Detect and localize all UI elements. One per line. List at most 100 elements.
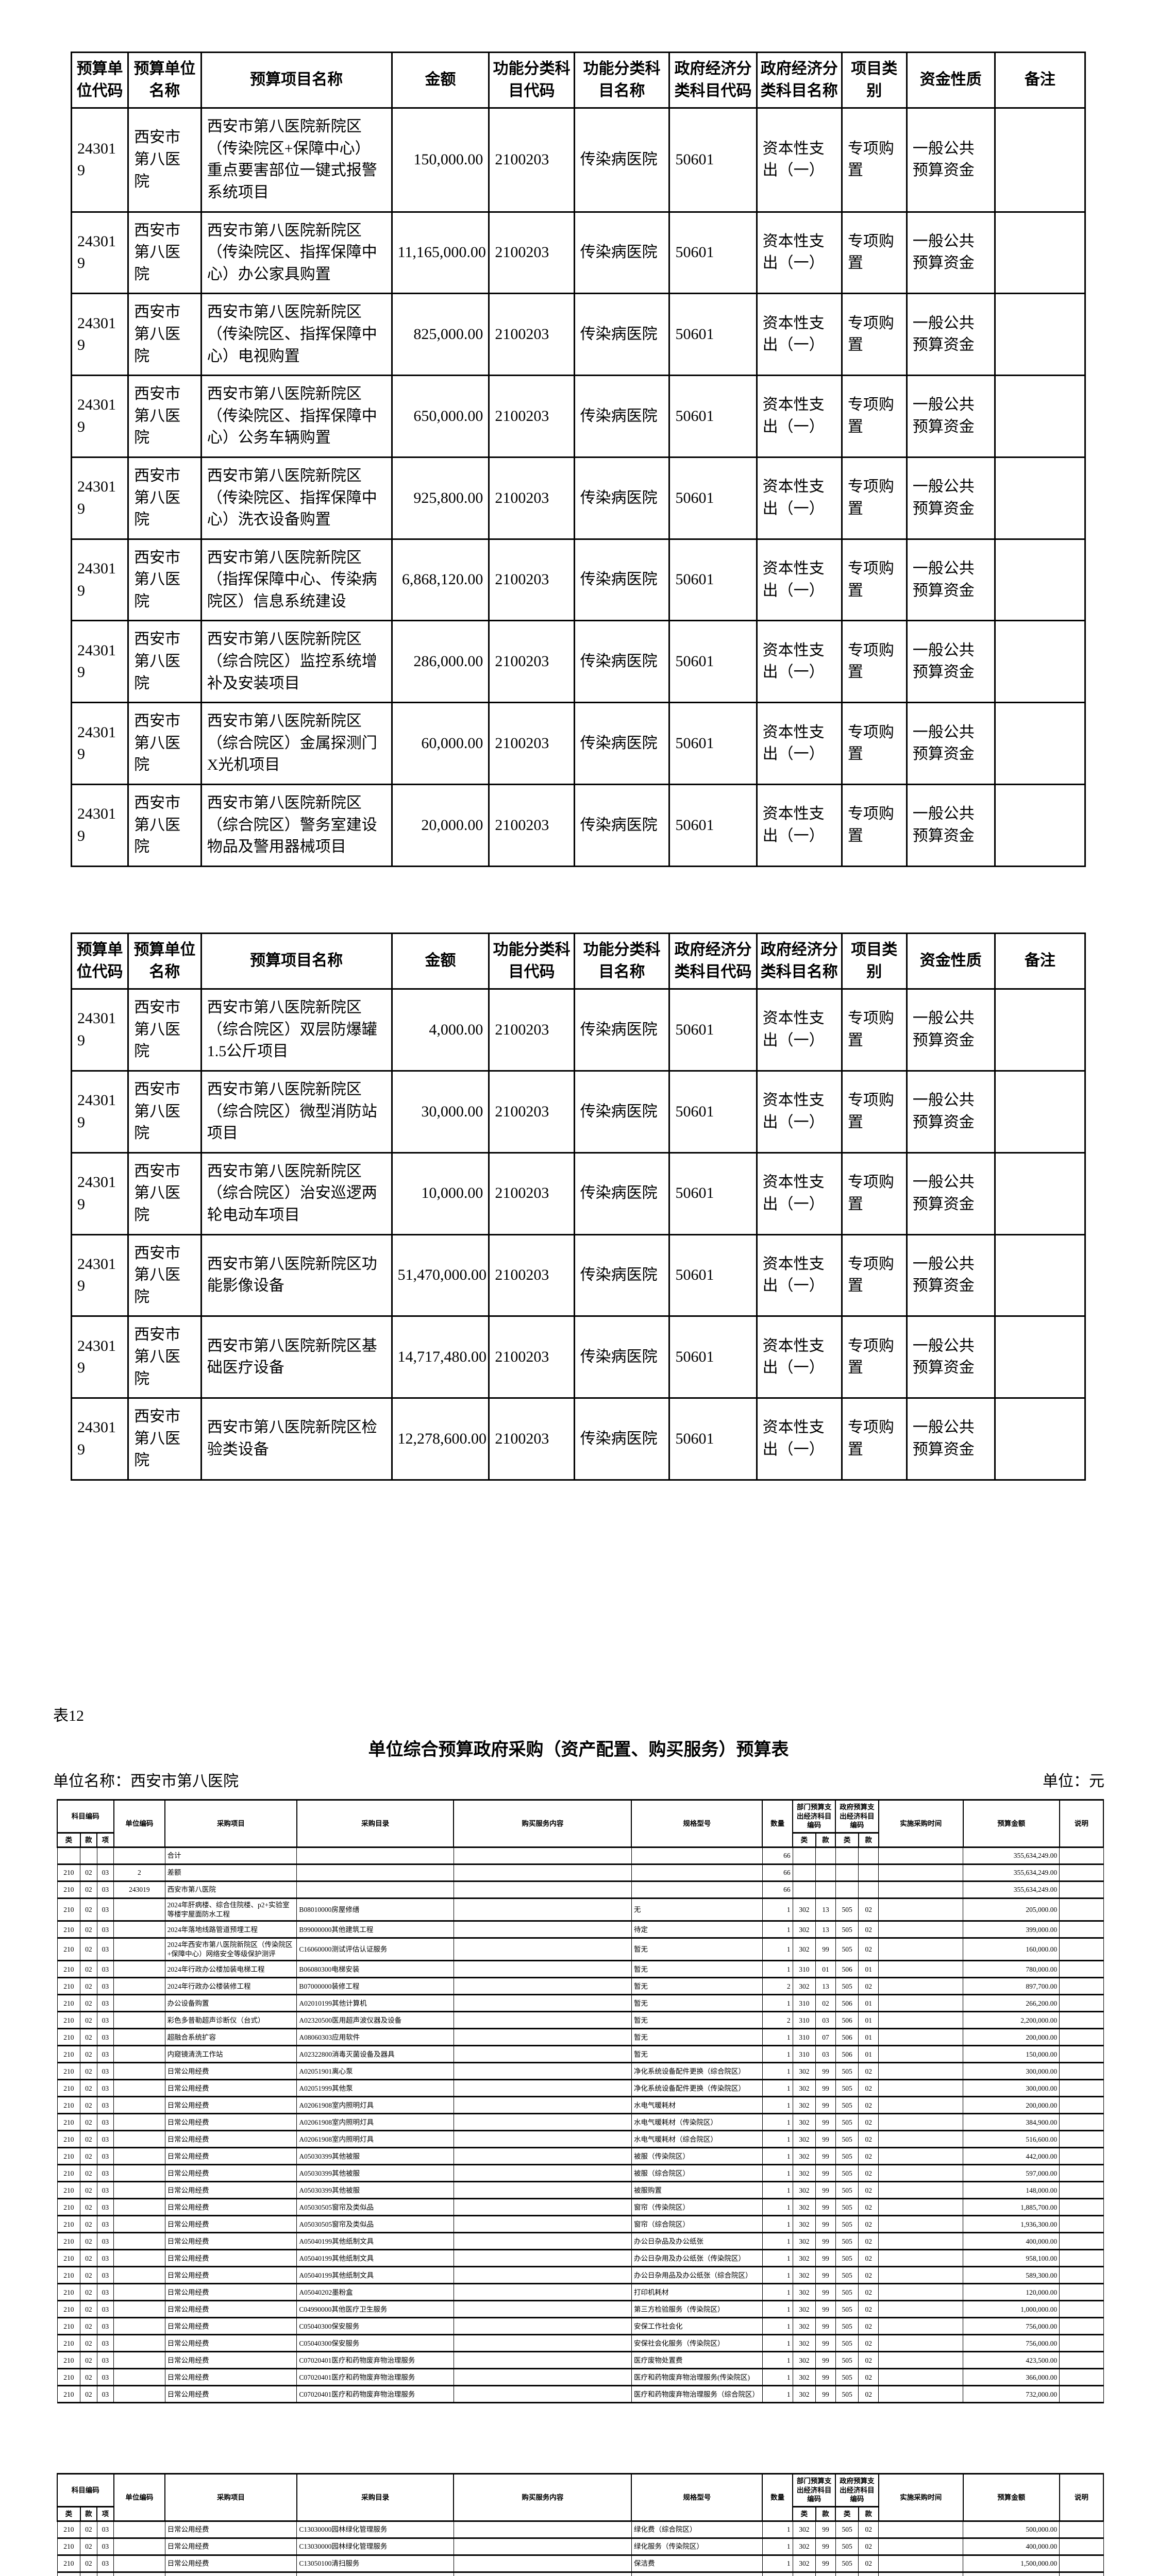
cell: 专项购置 <box>841 988 908 1072</box>
cell <box>878 2334 964 2353</box>
cell: 99 <box>815 2164 836 2183</box>
cell: 302 <box>792 2079 816 2098</box>
table-row: 合计 66 355,634,249.00 <box>57 1846 1104 1866</box>
cell: 210 <box>57 2079 81 2098</box>
cell <box>1059 2537 1104 2556</box>
table-row: 210 02 03 日常公用经费 A05030505窗帘及类似品 窗帘（传染院区） 1 302… <box>57 2198 1104 2217</box>
cell: C13030000园林绿化管理服务 <box>296 2537 454 2556</box>
cell: 50601 <box>668 1315 758 1399</box>
cell: 02 <box>858 2130 879 2149</box>
cell: 暂无 <box>631 1977 763 1996</box>
cell: 保洁费 <box>631 2554 763 2573</box>
cell <box>1059 2351 1104 2370</box>
col-header: 项 <box>96 2505 114 2522</box>
cell <box>878 2096 964 2115</box>
cell <box>1059 2571 1104 2576</box>
cell <box>1059 2317 1104 2336</box>
cell <box>878 1977 964 1996</box>
cell: 02 <box>80 1880 97 1900</box>
cell <box>878 2249 964 2268</box>
cell <box>453 2147 632 2166</box>
cell: 99 <box>815 2215 836 2234</box>
cell <box>113 2215 165 2234</box>
cell: 02 <box>858 2571 879 2576</box>
cell <box>994 784 1086 867</box>
table-header-row: 预算单位代码 预算单位名称 预算项目名称 金额 功能分类科目代码 功能分类科目名… <box>70 51 1086 109</box>
cell: 日常公用经费 <box>164 2554 297 2573</box>
cell <box>113 1994 165 2013</box>
cell: 一般公共预算资金 <box>906 107 996 213</box>
cell: 210 <box>57 1977 81 1996</box>
table-subheader-row: 类 款 项 类 款 类 款 <box>57 2505 1103 2522</box>
cell: 窗帘（传染院区） <box>631 2198 763 2217</box>
col-header: 数量 <box>762 1799 794 1849</box>
cell: 210 <box>57 2232 81 2251</box>
cell <box>1059 1846 1104 1866</box>
cell <box>994 1070 1086 1154</box>
cell: 暂无 <box>631 2028 763 2047</box>
table-row: 210 02 03 日常公用经费 C05040300保安服务 安保工作社会化 1 302 99 5… <box>57 2317 1104 2336</box>
cell: 西安市第八医院新院区（传染院区、指挥保障中心）公务车辆购置 <box>200 375 393 458</box>
cell: 02 <box>858 2198 879 2217</box>
cell: 500,000.00 <box>963 2520 1060 2539</box>
cell <box>453 2334 632 2353</box>
cell: 安保社会化服务（传染院区） <box>631 2334 763 2353</box>
cell: 302 <box>792 2554 816 2573</box>
cell: 日常公用经费 <box>164 2215 297 2234</box>
col-header: 款 <box>79 2505 98 2522</box>
col-header: 金额 <box>391 51 490 109</box>
table-row: 210 02 03 2024年肝病楼、综合住院楼、p2+实验室等楼宇屋面防水工程 B08… <box>57 1897 1104 1922</box>
cell: 210 <box>57 2334 81 2353</box>
cell: 2100203 <box>488 784 575 867</box>
cell: 资本性支出（一） <box>756 784 843 867</box>
cell: 99 <box>815 2520 836 2539</box>
cell <box>835 1880 859 1900</box>
unit-currency-label: 单位：元 <box>1043 1773 1104 1790</box>
table-row: 243019 西安市第八医院 西安市第八医院新院区（综合院区）金属探测门X光机项目 6… <box>70 702 1086 786</box>
cell <box>792 1846 816 1866</box>
cell <box>878 2181 964 2200</box>
cell: 02 <box>80 2096 97 2115</box>
cell: 120,000.00 <box>963 2283 1060 2302</box>
cell: 99 <box>815 2537 836 2556</box>
cell: 待定 <box>631 1920 763 1939</box>
cell <box>453 2537 632 2556</box>
cell: 12,278,600.00 <box>391 1397 490 1481</box>
cell: 02 <box>80 2520 97 2539</box>
cell: 302 <box>792 2147 816 2166</box>
cell: 差额 <box>164 1863 297 1883</box>
cell <box>113 2147 165 2166</box>
cell <box>815 1863 836 1883</box>
cell <box>113 1920 165 1939</box>
cell <box>296 1846 454 1866</box>
cell: 日常公用经费 <box>164 2300 297 2319</box>
cell: 净化系统设备配件更换（传染院区） <box>631 2079 763 2098</box>
cell: 一般公共预算资金 <box>906 620 996 704</box>
cell: 传染病医院 <box>573 988 670 1072</box>
cell: 210 <box>57 1937 81 1962</box>
col-header: 采购目录 <box>296 1799 455 1849</box>
cell: 210 <box>57 2028 81 2047</box>
cell: 732,000.00 <box>963 2385 1060 2404</box>
cell <box>1059 2232 1104 2251</box>
cell: C07020401医疗和药物废弃物治理服务 <box>296 2385 454 2404</box>
cell <box>113 2334 165 2353</box>
cell: 水电气暖耗材 <box>631 2096 763 2115</box>
table-row: 210 02 03 日常公用经费 A02061908室内照明灯具 水电气暖耗材 1 302 99… <box>57 2096 1104 2115</box>
cell: 西安市第八医院 <box>127 107 202 213</box>
col-header: 功能分类科目代码 <box>488 51 575 109</box>
table-row: 243019 西安市第八医院 西安市第八医院新院区（传染院区、指挥保障中心）办公家具… <box>70 211 1086 295</box>
cell: 99 <box>815 2266 836 2285</box>
cell: 13 <box>815 1920 836 1939</box>
cell: 专项购置 <box>841 456 908 540</box>
cell <box>113 2249 165 2268</box>
cell: 专项购置 <box>841 538 908 622</box>
cell: 西安市第八医院 <box>127 1233 202 1317</box>
col-header: 采购项目 <box>164 2472 297 2522</box>
col-header: 采购目录 <box>296 2472 455 2522</box>
cell: 合计 <box>164 1846 297 1866</box>
col-header: 政府经济分类科目代码 <box>668 932 758 990</box>
cell: 西安市第八医院新院区（指挥保障中心、传染病院区）信息系统建设 <box>200 538 393 622</box>
cell: 03 <box>96 1897 114 1922</box>
table-row: 210 02 03 日常公用经费 C13050100清扫服务 保洁费 1 302 99 505 02… <box>57 2554 1104 2573</box>
